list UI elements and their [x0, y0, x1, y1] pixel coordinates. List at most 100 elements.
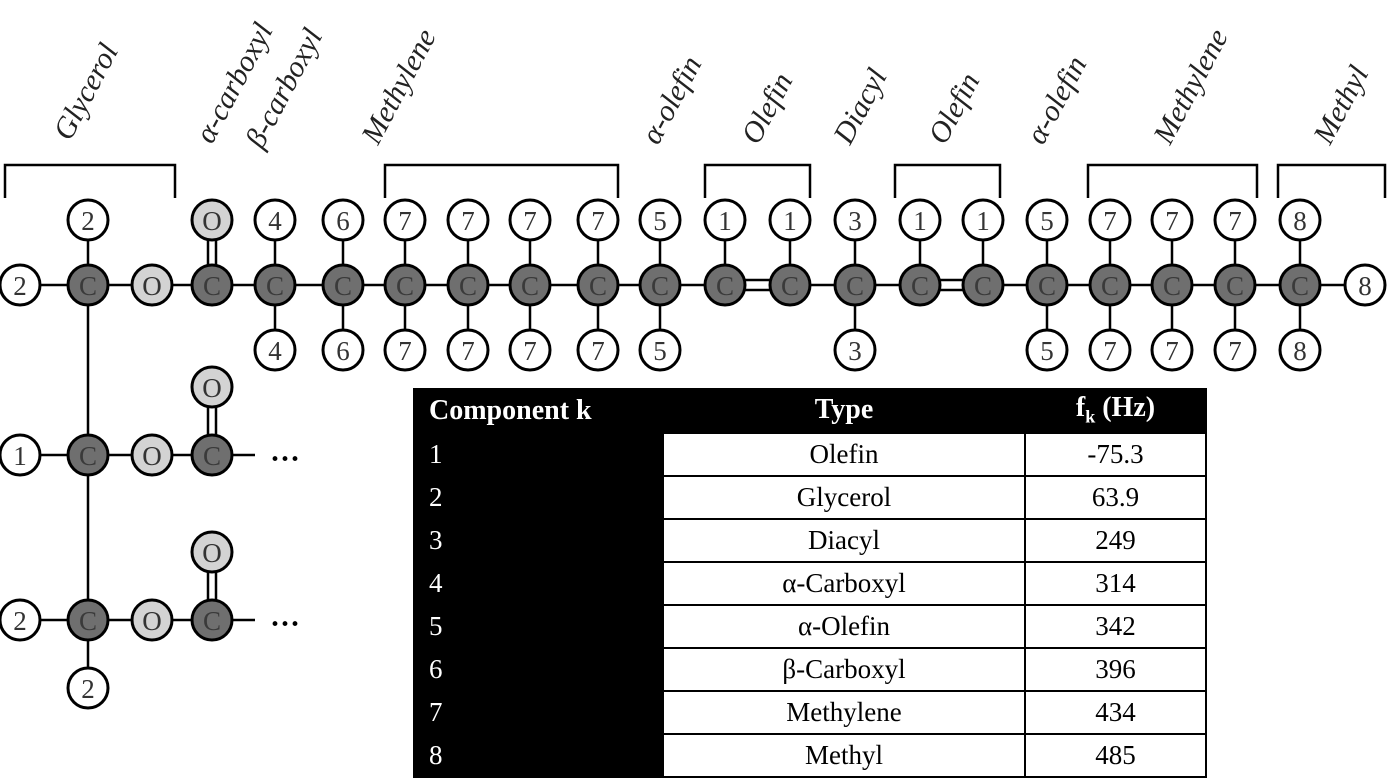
- hydrogen-atom: 6: [321, 328, 365, 372]
- carbon-atom-circle: [833, 263, 877, 307]
- carbon-atom-label: C: [589, 271, 607, 301]
- carbon-atom: C: [1278, 263, 1322, 307]
- carbon-atom: C: [1025, 263, 1069, 307]
- header-type: Type: [814, 394, 874, 425]
- hydrogen-atom-circle: [446, 328, 490, 372]
- hydrogen-atom-circle: [1213, 198, 1257, 242]
- group-bracket: [1086, 163, 1259, 198]
- carbon-atom: C: [383, 263, 427, 307]
- hydrogen-atom-label: 2: [81, 206, 95, 236]
- carbon-atom: C: [190, 433, 234, 477]
- header-sub: k: [1085, 406, 1096, 427]
- hydrogen-atom: 7: [1088, 328, 1132, 372]
- group-bracket: [1276, 163, 1387, 198]
- carbon-atom: C: [576, 263, 620, 307]
- carbon-atom-label: C: [1291, 271, 1309, 301]
- carbon-atom: C: [961, 263, 1005, 307]
- table-row: 5 α-Olefin 342: [413, 604, 1207, 649]
- table-row: 8 Methyl 485: [413, 733, 1207, 778]
- hydrogen-atom: 4: [253, 328, 297, 372]
- hydrogen-atom-circle: [0, 433, 42, 477]
- carbon-atom-circle: [66, 598, 110, 642]
- hydrogen-atom-circle: [508, 198, 552, 242]
- hydrogen-atom-circle: [1278, 198, 1322, 242]
- carbon-atom-circle: [961, 263, 1005, 307]
- component-cell: 1: [429, 439, 443, 469]
- carbon-atom-circle: [190, 263, 234, 307]
- hydrogen-atom: 7: [383, 328, 427, 372]
- oxygen-atom-label: O: [202, 373, 222, 403]
- type-cell: β-Carboxyl: [662, 647, 1026, 692]
- hydrogen-atom: 4: [253, 198, 297, 242]
- hydrogen-atom-label: 1: [783, 206, 797, 236]
- hydrogen-atom-circle: [508, 328, 552, 372]
- hydrogen-atom-circle: [1150, 198, 1194, 242]
- table-row: 2 Glycerol 63.9: [413, 475, 1207, 520]
- hydrogen-atom-label: 2: [13, 606, 27, 636]
- hydrogen-atom: 8: [1278, 198, 1322, 242]
- carbon-atom: C: [1088, 263, 1132, 307]
- carbon-atom: C: [508, 263, 552, 307]
- hydrogen-atom-circle: [768, 198, 812, 242]
- group-bracket: [893, 163, 1002, 198]
- carbon-atom-circle: [768, 263, 812, 307]
- hydrogen-atom-label: 5: [653, 206, 667, 236]
- hydrogen-atom-circle: [321, 328, 365, 372]
- hydrogen-atom: 5: [1025, 198, 1069, 242]
- hydrogen-atom-label: 5: [1040, 336, 1054, 366]
- hydrogen-atom: 7: [508, 198, 552, 242]
- table-header-row: Component k Type fk (Hz): [413, 388, 1206, 433]
- carbon-atom-label: C: [1163, 271, 1181, 301]
- hydrogen-atom-circle: [1088, 198, 1132, 242]
- hydrogen-atom: 2: [66, 666, 110, 710]
- table-row: 1 Olefin -75.3: [413, 432, 1207, 477]
- carbon-atom: C: [703, 263, 747, 307]
- component-cell: 3: [429, 525, 443, 555]
- hydrogen-atom-label: 7: [461, 206, 475, 236]
- oxygen-atom: O: [130, 433, 174, 477]
- group-label: α-olefin: [635, 51, 708, 150]
- carbon-atom-label: C: [1101, 271, 1119, 301]
- carbon-atom-label: C: [203, 606, 221, 636]
- hydrogen-atom: 5: [1025, 328, 1069, 372]
- carbon-atom-label: C: [79, 271, 97, 301]
- type-cell: Diacyl: [662, 518, 1026, 563]
- oxygen-atom-circle: [190, 530, 234, 574]
- carbon-atom-circle: [190, 433, 234, 477]
- carbon-atom-label: C: [203, 441, 221, 471]
- group-label: Glycerol: [47, 38, 125, 145]
- hydrogen-atom: 1: [768, 198, 812, 242]
- carbon-atom-circle: [576, 263, 620, 307]
- hydrogen-atom-circle: [1343, 263, 1387, 307]
- carbon-atom-label: C: [651, 271, 669, 301]
- frequency-cell: 63.9: [1024, 475, 1207, 520]
- hydrogen-atom-circle: [321, 198, 365, 242]
- hydrogen-atom-label: 4: [268, 336, 282, 366]
- carbon-atom-circle: [1278, 263, 1322, 307]
- hydrogen-atom-circle: [253, 198, 297, 242]
- hydrogen-atom-label: 7: [398, 336, 412, 366]
- hydrogen-atom: 7: [446, 198, 490, 242]
- oxygen-atom-label: O: [142, 271, 162, 301]
- hydrogen-atom-label: 7: [398, 206, 412, 236]
- oxygen-atom-circle: [130, 433, 174, 477]
- carbon-atom-circle: [66, 263, 110, 307]
- hydrogen-atom-label: 2: [81, 674, 95, 704]
- carbon-atom-label: C: [781, 271, 799, 301]
- oxygen-atom-label: O: [142, 606, 162, 636]
- hydrogen-atom-circle: [961, 198, 1005, 242]
- hydrogen-atom-label: 8: [1358, 271, 1372, 301]
- hydrogen-atom-label: 5: [653, 336, 667, 366]
- oxygen-atom-circle: [190, 198, 234, 242]
- hydrogen-atom: 3: [833, 198, 877, 242]
- carbon-atom-label: C: [459, 271, 477, 301]
- hydrogen-atom-label: 8: [1293, 206, 1307, 236]
- frequency-cell: 249: [1024, 518, 1207, 563]
- carbon-atom-label: C: [396, 271, 414, 301]
- hydrogen-atom: 7: [1213, 198, 1257, 242]
- hydrogen-atom: 1: [961, 198, 1005, 242]
- hydrogen-atom-label: 7: [591, 206, 605, 236]
- hydrogen-atom: 2: [66, 198, 110, 242]
- hydrogen-atom-circle: [898, 198, 942, 242]
